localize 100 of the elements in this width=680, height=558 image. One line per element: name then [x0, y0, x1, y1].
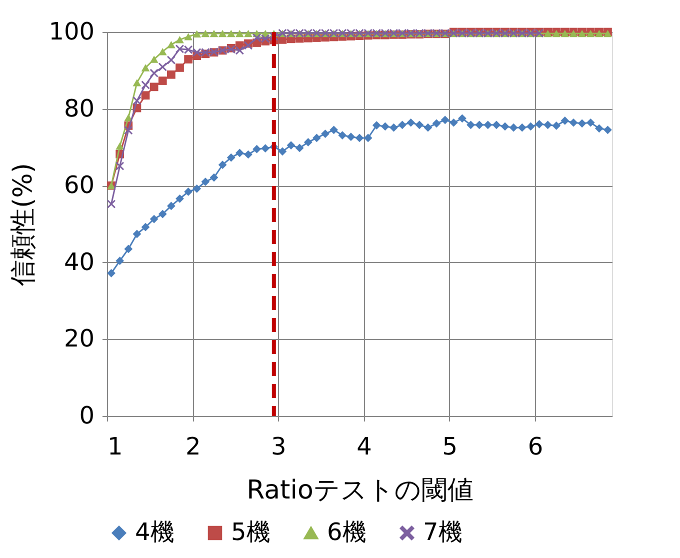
point — [295, 144, 304, 152]
point — [604, 126, 612, 134]
point — [500, 122, 510, 131]
point — [210, 30, 218, 38]
point — [150, 68, 158, 78]
point — [458, 114, 466, 123]
point — [321, 130, 330, 138]
point — [141, 91, 150, 100]
point — [235, 46, 244, 55]
point — [184, 55, 192, 64]
point — [484, 120, 492, 130]
y-axis-title: 信頼性(%) — [8, 163, 39, 286]
point — [124, 126, 133, 134]
point — [116, 162, 124, 170]
point — [338, 131, 347, 140]
point — [141, 222, 150, 232]
point — [176, 36, 184, 44]
point — [406, 118, 416, 127]
point — [475, 120, 484, 130]
point — [176, 64, 184, 72]
point — [158, 76, 167, 85]
point — [372, 121, 381, 130]
point — [440, 116, 450, 124]
point — [116, 142, 124, 150]
point — [132, 230, 142, 238]
x-tick-label: 4 — [356, 432, 372, 460]
point — [398, 120, 406, 130]
point — [544, 120, 552, 130]
point — [235, 30, 244, 38]
y-tick-label: 100 — [48, 18, 94, 46]
point — [535, 120, 544, 128]
x-axis-title: Ratioテストの閾値 — [246, 476, 474, 506]
x-tick-label: 5 — [442, 432, 458, 460]
x-tick-label: 1 — [108, 432, 123, 460]
point — [150, 56, 158, 63]
point — [201, 178, 210, 186]
point — [226, 30, 236, 38]
point — [150, 214, 158, 224]
point — [578, 119, 586, 128]
x-tick-label: 2 — [185, 432, 201, 460]
point — [432, 119, 441, 128]
point — [415, 120, 424, 130]
point — [594, 124, 604, 133]
point — [364, 134, 372, 142]
point — [492, 120, 501, 130]
point — [552, 122, 561, 130]
legend-label: 5機 — [231, 518, 270, 546]
point — [210, 173, 218, 182]
point — [158, 210, 167, 218]
point — [107, 268, 116, 278]
point — [226, 153, 236, 162]
legend-label: 7機 — [423, 518, 462, 546]
point — [176, 44, 184, 54]
point — [518, 123, 526, 132]
point — [244, 30, 252, 38]
point — [346, 132, 356, 142]
point — [278, 147, 287, 156]
y-tick-label: 20 — [64, 324, 94, 353]
point — [176, 194, 184, 203]
point — [150, 82, 158, 92]
point — [261, 144, 270, 153]
point — [141, 64, 150, 72]
point — [509, 123, 518, 132]
legend-label: 6機 — [327, 518, 366, 546]
point — [167, 56, 176, 64]
x-tick-label: 6 — [528, 432, 544, 460]
point — [560, 116, 570, 125]
point — [449, 118, 458, 127]
point — [192, 48, 202, 57]
point — [107, 200, 116, 208]
y-tick-label: 0 — [79, 402, 94, 430]
point — [261, 34, 270, 43]
point — [244, 150, 252, 159]
point — [390, 123, 398, 132]
point — [184, 32, 192, 40]
point — [167, 41, 176, 48]
y-tick-label: 60 — [64, 171, 94, 200]
point — [132, 79, 142, 86]
point — [424, 123, 432, 132]
point — [141, 80, 150, 90]
point — [330, 126, 338, 134]
point — [167, 202, 176, 210]
point — [184, 188, 192, 196]
point — [380, 122, 390, 131]
point — [355, 134, 364, 142]
y-tick-label: 40 — [64, 248, 94, 276]
point — [167, 70, 176, 79]
point — [586, 118, 595, 127]
point — [218, 30, 227, 38]
point — [252, 144, 261, 154]
point — [312, 134, 321, 142]
point — [304, 138, 312, 146]
point — [286, 141, 296, 150]
point — [201, 30, 210, 38]
point — [235, 148, 244, 158]
point — [184, 45, 192, 54]
y-tick-label: 80 — [64, 94, 94, 122]
point — [218, 160, 227, 170]
point — [124, 244, 133, 254]
point — [526, 122, 535, 131]
